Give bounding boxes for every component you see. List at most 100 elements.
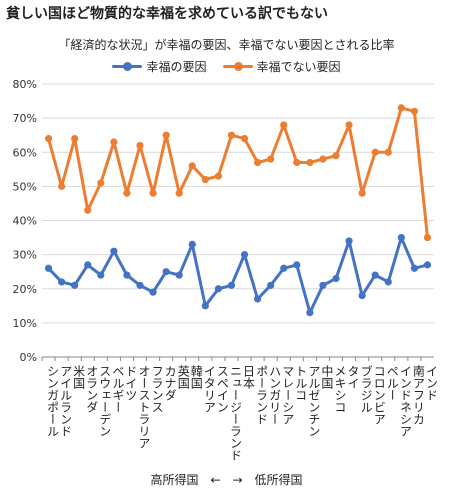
line-chart: 0% 10% 20% 30% 40% 50% 60% 70% 80% シンガポール アイルランド 米国…	[13, 78, 439, 461]
data-point-series-2	[214, 172, 222, 180]
x-tick-label: ブラジル	[359, 364, 373, 413]
x-tick-label: カナダ	[163, 365, 177, 401]
data-point-series-1	[227, 281, 236, 289]
data-point-series-1	[345, 237, 353, 245]
x-tick-label: 韓国	[189, 365, 203, 389]
data-point-series-1	[319, 281, 327, 289]
data-point-series-1	[175, 271, 183, 279]
data-point-series-1	[214, 285, 222, 293]
x-tick-label: メキシコ	[333, 365, 347, 413]
data-point-series-1	[58, 278, 66, 286]
data-point-series-2	[44, 135, 53, 143]
data-point-series-1	[423, 261, 432, 269]
data-point-series-2	[267, 155, 275, 163]
x-tick-label: マレーシア	[281, 365, 295, 425]
headline: 貧しい国ほど物質的な幸福を求めている訳でもない	[6, 6, 328, 22]
data-point-series-1	[397, 233, 405, 242]
x-tick-label: コロンビア	[372, 365, 386, 425]
x-tick-label: 英国	[176, 365, 190, 389]
x-tick-label: 南アフリカ	[411, 364, 425, 425]
data-point-series-1	[254, 295, 262, 303]
legend-item-series-1: 幸福の要因	[112, 58, 207, 74]
x-tick-label: オーストラリア	[137, 365, 151, 449]
data-point-series-2	[345, 121, 353, 129]
data-point-series-2	[162, 131, 170, 139]
data-point-series-2	[293, 158, 301, 167]
x-tick-label: ペルー	[385, 365, 399, 401]
x-tick-label: 日本	[242, 365, 256, 390]
data-point-series-2	[201, 175, 209, 184]
data-point-series-1	[293, 261, 301, 269]
x-tick-label: アイルランド	[59, 365, 73, 437]
legend-swatch-series-2	[222, 61, 253, 71]
data-point-series-2	[423, 233, 432, 242]
data-point-series-2	[175, 189, 183, 197]
legend-item-series-2: 幸福でない要因	[222, 58, 341, 74]
y-tick-label: 80%	[13, 78, 37, 91]
data-point-series-1	[384, 278, 392, 286]
series-line-2	[47, 106, 429, 240]
data-point-series-2	[227, 131, 236, 139]
data-point-series-1	[188, 240, 196, 248]
data-point-series-2	[188, 162, 196, 170]
legend-label-series-1: 幸福の要因	[146, 59, 207, 74]
data-point-series-1	[71, 281, 79, 289]
data-point-series-1	[332, 274, 340, 283]
data-point-series-1	[306, 309, 314, 317]
x-tick-label: スウェーデン	[98, 365, 112, 437]
y-tick-label: 20%	[13, 283, 37, 296]
data-point-series-2	[71, 135, 79, 143]
data-point-series-1	[371, 271, 379, 279]
x-tick-label: オランダ	[85, 365, 99, 413]
data-point-series-1	[97, 271, 105, 279]
chart-title: 「経済的な状況」が幸福の要因、幸福でない要因とされる比率	[58, 38, 395, 52]
data-point-series-2	[123, 189, 131, 197]
data-point-series-1	[240, 251, 249, 259]
data-point-series-2	[384, 148, 392, 156]
series-line-1	[47, 236, 429, 315]
data-point-series-2	[371, 148, 379, 156]
data-point-series-1	[267, 281, 275, 289]
y-tick-label: 60%	[13, 146, 37, 159]
x-tick-label: 米国	[72, 365, 86, 389]
x-tick-label: タイ	[346, 365, 360, 389]
data-point-series-1	[410, 264, 418, 272]
data-point-series-2	[358, 189, 366, 197]
data-point-series-2	[410, 107, 418, 115]
data-point-series-2	[84, 206, 92, 214]
x-tick-label: シンガポール	[46, 365, 60, 437]
y-tick-label: 40%	[13, 215, 37, 228]
data-point-series-1	[201, 302, 209, 310]
data-point-series-2	[332, 152, 340, 160]
x-tick-label: ニュージーランド	[228, 365, 242, 461]
data-point-series-2	[319, 155, 327, 163]
data-point-series-2	[97, 179, 105, 187]
y-tick-label: 30%	[13, 249, 37, 262]
y-tick-label: 50%	[13, 180, 37, 193]
data-point-series-2	[110, 138, 118, 146]
data-point-series-1	[358, 291, 366, 300]
x-tick-label: ポーランド	[255, 365, 269, 425]
legend-label-series-2: 幸福でない要因	[256, 59, 341, 74]
data-point-series-2	[240, 135, 249, 143]
x-tick-label: トルコ	[294, 365, 308, 401]
x-tick-label: スペイン	[215, 365, 229, 413]
data-point-series-1	[110, 247, 118, 255]
data-point-series-1	[123, 271, 131, 279]
data-point-series-1	[136, 281, 144, 289]
x-axis-label: 高所得国 ← → 低所得国	[150, 473, 303, 487]
data-point-series-2	[397, 104, 405, 112]
data-point-series-1	[44, 264, 53, 272]
y-tick-label: 70%	[13, 112, 37, 125]
legend-swatch-series-1	[112, 61, 143, 71]
y-tick-label: 0%	[20, 351, 37, 364]
x-tick-label: インドネシア	[398, 365, 412, 437]
data-point-series-2	[149, 189, 157, 197]
data-point-series-1	[162, 268, 170, 276]
x-tick-label: アルゼンチン	[307, 365, 321, 437]
x-tick-label: ベルギー	[111, 365, 125, 413]
data-point-series-2	[58, 182, 66, 190]
x-tick-label: ハンガリー	[268, 365, 282, 425]
legend: 幸福の要因 幸福でない要因	[0, 58, 453, 74]
x-tick-label: 中国	[320, 364, 334, 389]
